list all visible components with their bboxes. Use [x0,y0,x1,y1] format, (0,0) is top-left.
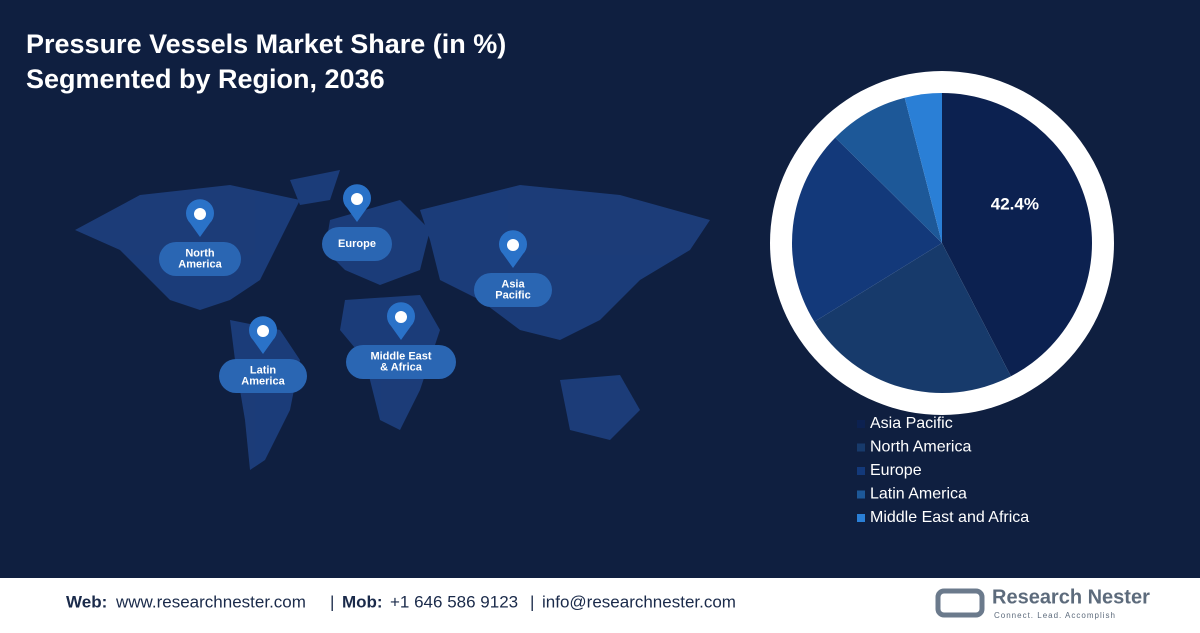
title-line: Segmented by Region, 2036 [26,64,385,94]
legend-label: Latin America [870,486,967,503]
legend-label: North America [870,439,971,456]
footer-email: info@researchnester.com [542,592,736,611]
pie-slice [814,243,1011,393]
map-pin-dot [351,193,363,205]
legend-swatch [857,443,865,452]
map-label-pill [159,242,241,276]
legend: Asia Pacific North America Europe Latin Ame… [857,415,1029,526]
pie-slice [792,137,942,322]
map-label: Asia [501,278,525,290]
map-pin-dot [257,325,269,337]
map-label: Latin [250,364,277,376]
footer-web: www.researchnester.com [115,592,306,611]
pie-slice [904,93,942,243]
footer-separator: | [330,592,334,611]
map-label: America [178,258,222,270]
map-pin-dot [194,208,206,220]
brand-tagline: Connect. Lead. Accomplish [994,611,1116,620]
map-pin-dot [395,311,407,323]
brand-name: Research Nester [992,586,1150,608]
legend-swatch [857,490,865,499]
pie: 42.4% [792,93,1092,393]
pie-slice [942,93,1092,377]
footer-contacts: Web: www.researchnester.com | Mob: +1 64… [66,592,736,611]
map-label: Pacific [495,289,530,301]
legend-label: Asia Pacific [870,415,953,432]
footer-mob: +1 646 586 9123 [390,592,518,611]
map-label: Europe [338,238,376,250]
legend-swatch [857,467,865,475]
map-label: America [241,375,285,387]
slice-label: 42.4% [991,195,1039,214]
logo-icon [935,588,985,618]
map-label: Middle East [370,350,431,362]
legend-swatch [857,420,865,428]
legend-label: Europe [870,462,922,479]
map-label-pill [346,345,456,379]
map-pin-dot [507,239,519,251]
legend-label: Middle East and Africa [870,509,1029,526]
map-label-pill [219,359,307,393]
footer-band [0,578,1200,628]
map-label-pill [322,227,392,261]
map-label: North [185,247,215,259]
legend-swatch [857,514,865,522]
pie-slice [835,97,942,243]
footer-separator: | [530,592,534,611]
footer-web-label: Web: [66,592,107,611]
title-line: Pressure Vessels Market Share (in %) [26,29,506,59]
footer-mob-label: Mob: [342,592,383,611]
map-label: & Africa [380,361,423,373]
map-label-pill [474,273,552,307]
